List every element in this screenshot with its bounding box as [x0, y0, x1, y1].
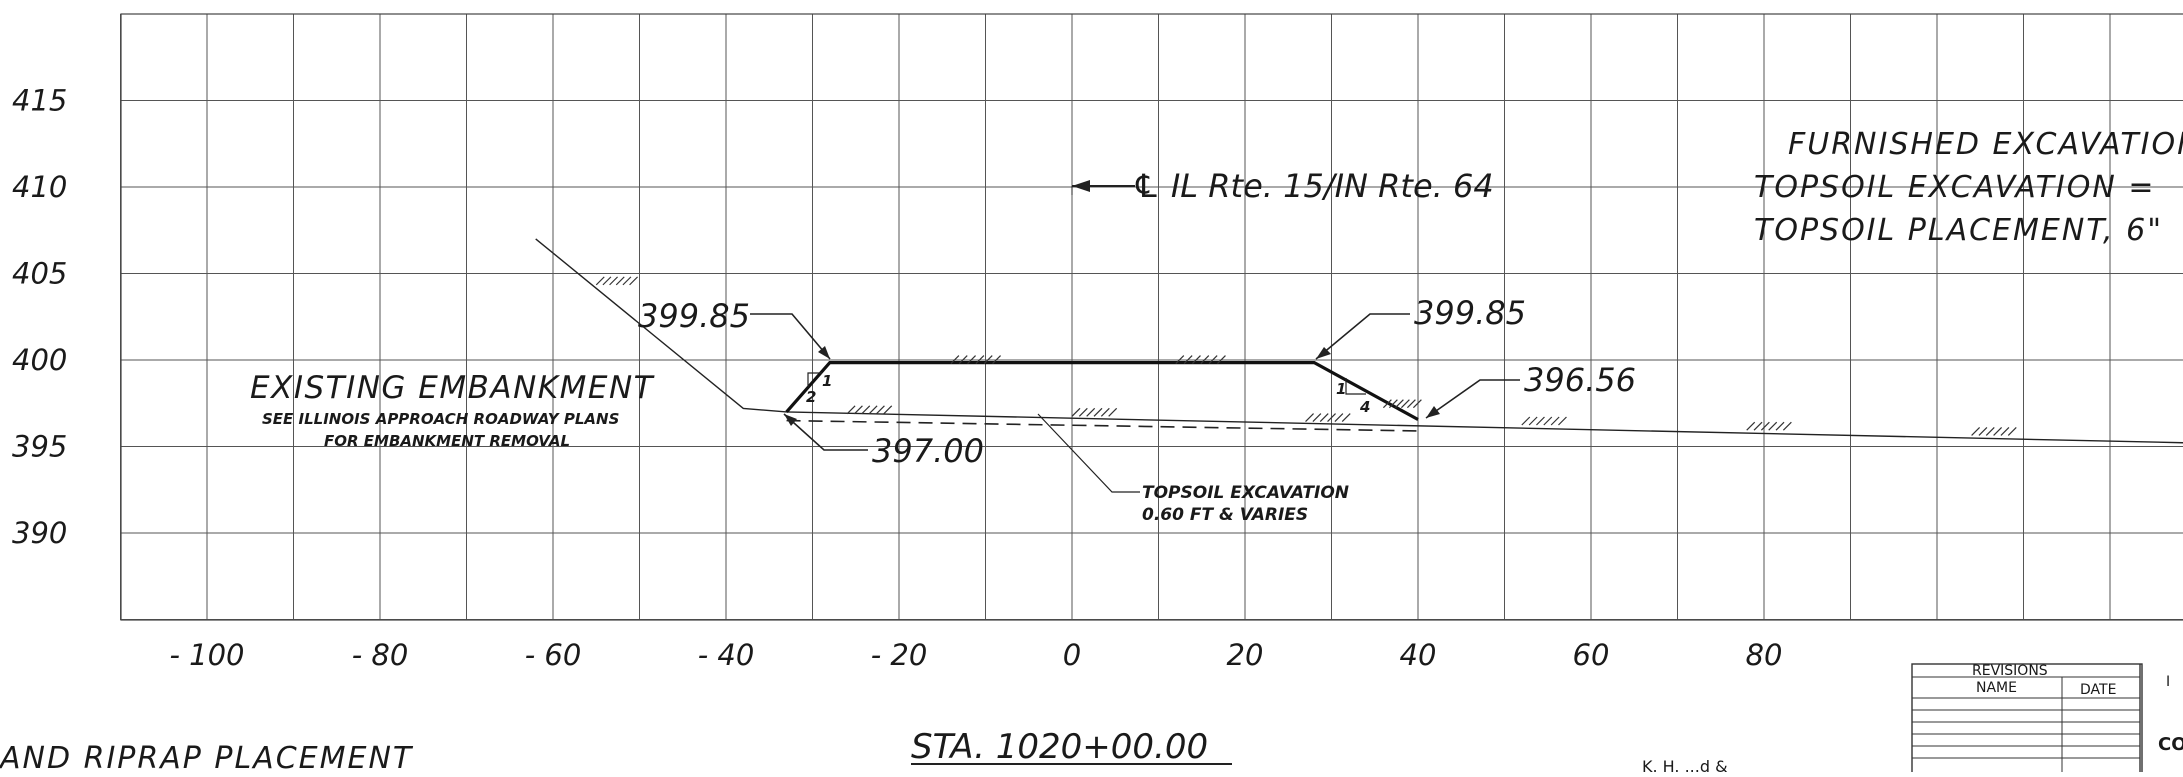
existing-embankment-title: EXISTING EMBANKMENT — [250, 370, 655, 406]
x-tick-label: - 80 — [352, 638, 409, 672]
title-block-side-2: CO — [2158, 734, 2183, 755]
svg-text:1: 1 — [1336, 380, 1346, 398]
name-header: NAME — [1976, 680, 2017, 696]
topsoil-excavation-line — [787, 421, 1418, 431]
topsoil-note-line2: 0.60 FT & VARIES — [1142, 505, 1308, 525]
partial-text: K. H. ...d & — [1642, 757, 1728, 772]
svg-text:1: 1 — [822, 372, 832, 390]
y-tick-label: 415 — [12, 84, 67, 118]
existing-embankment-line1: SEE ILLINOIS APPROACH ROADWAY PLANS — [262, 410, 619, 428]
y-tick-label: 390 — [12, 516, 67, 550]
x-tick-label: 80 — [1746, 638, 1783, 672]
plot-frame — [121, 14, 2183, 620]
topsoil-note-line1: TOPSOIL EXCAVATION — [1142, 483, 1349, 503]
x-tick-label: 60 — [1573, 638, 1610, 672]
plot-grid — [121, 14, 2183, 620]
leader-right-toe — [1426, 380, 1520, 418]
elevation-label-left-toe: 397.00 — [872, 432, 984, 470]
x-tick-label: 40 — [1400, 638, 1437, 672]
title-block: REVISIONS NAME DATE I CO — [1912, 663, 2183, 772]
elevation-label-right-top: 399.85 — [1414, 294, 1526, 332]
bottom-left-caption: AND RIPRAP PLACEMENT — [0, 741, 414, 772]
x-tick-label: - 20 — [871, 638, 928, 672]
y-tick-label: 405 — [12, 257, 67, 291]
y-tick-label: 395 — [12, 430, 67, 464]
svg-text:2: 2 — [806, 388, 816, 406]
hatch-mark — [1972, 427, 2017, 435]
centerline-label: ℄ IL Rte. 15/IN Rte. 64 — [1132, 167, 1494, 205]
revisions-header: REVISIONS — [1972, 663, 2048, 679]
quantity-topsoil-placement: TOPSOIL PLACEMENT, 6" — [1754, 213, 2163, 248]
centerline-arrowhead — [1072, 180, 1090, 192]
x-tick-label: - 60 — [525, 638, 582, 672]
x-tick-label: 20 — [1227, 638, 1264, 672]
y-axis-ticks: 415 410 405 400 395 390 — [12, 84, 67, 551]
hatch-mark — [1306, 414, 1351, 422]
ground-hatch-marks — [596, 277, 2016, 436]
date-header: DATE — [2080, 682, 2116, 698]
proposed-section-line — [787, 363, 1418, 420]
leader-left-top — [750, 314, 830, 359]
y-tick-label: 410 — [12, 170, 67, 204]
hatch-mark — [1522, 417, 1567, 425]
y-tick-label: 400 — [12, 343, 67, 377]
svg-text:4: 4 — [1359, 398, 1370, 416]
x-axis-ticks: - 100 - 80 - 60 - 40 - 20 0 20 40 60 80 — [169, 638, 1782, 672]
elevation-label-left-top: 399.85 — [638, 297, 750, 335]
hatch-mark — [847, 406, 892, 414]
existing-embankment-line2: FOR EMBANKMENT REMOVAL — [324, 432, 570, 450]
leader-right-top — [1316, 314, 1410, 359]
quantity-furnished-excavation: FURNISHED EXCAVATION — [1788, 127, 2183, 162]
station-title: STA. 1020+00.00 — [911, 727, 1208, 767]
hatch-mark — [596, 277, 637, 285]
hatch-mark — [1747, 422, 1792, 430]
x-tick-label: 0 — [1063, 638, 1081, 672]
slope-left-indicator: 1 2 — [806, 372, 832, 406]
elevation-label-right-toe: 396.56 — [1524, 361, 1636, 399]
quantity-topsoil-excavation: TOPSOIL EXCAVATION = — [1754, 170, 2155, 205]
title-block-side: I — [2166, 674, 2170, 690]
x-tick-label: - 40 — [698, 638, 755, 672]
hatch-mark — [1072, 408, 1117, 416]
x-tick-label: - 100 — [169, 638, 244, 672]
